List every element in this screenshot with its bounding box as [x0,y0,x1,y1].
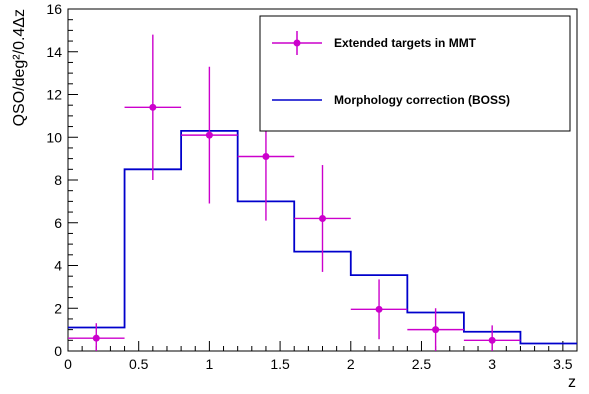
data-point [407,308,464,351]
point-marker [92,334,100,342]
x-axis-title: z [568,374,576,391]
point-marker [319,214,326,222]
point-marker [375,305,383,313]
y-tick-label: 10 [46,129,62,145]
legend-box [259,15,571,132]
x-tick-label: 0 [64,356,72,372]
point-marker [205,131,213,139]
data-point [350,279,408,340]
points-series [68,34,521,351]
point-marker [432,326,440,334]
y-tick-label: 0 [54,343,62,359]
y-tick-label: 14 [46,44,62,60]
y-tick-label: 12 [46,87,62,103]
data-point [68,323,125,351]
legend-label-boss: Morphology correction (BOSS) [334,93,510,107]
x-tick-label: 1.5 [270,356,290,372]
y-tick-label: 2 [54,300,62,316]
data-point [124,34,182,180]
y-tick-label: 16 [46,1,62,17]
x-tick-label: 2.5 [412,356,432,372]
y-tick-label: 4 [54,258,62,274]
x-tick-label: 1 [205,356,213,372]
data-point [237,128,295,221]
y-tick-label: 8 [54,172,62,188]
point-marker [149,103,157,111]
data-point [463,325,521,351]
y-axis-title: QSO/deg²/0.4Δz [11,9,28,126]
legend-label-mmt: Extended targets in MMT [334,36,477,50]
legend-marker-point-mmt [293,39,301,47]
x-tick-label: 3.5 [553,356,573,372]
legend: Extended targets in MMT Morphology corre… [259,15,571,132]
data-point [181,66,238,204]
x-tick-label: 2 [347,356,355,372]
data-point [294,165,351,272]
x-tick-label: 3 [488,356,496,372]
y-tick-label: 6 [54,215,62,231]
x-tick-label: 0.5 [129,356,149,372]
point-marker [488,336,496,344]
point-marker [262,152,270,160]
axes: 0 0.5 1 1.5 2 2.5 3 3.5 0 2 4 6 8 10 12 14 16 [46,1,578,372]
